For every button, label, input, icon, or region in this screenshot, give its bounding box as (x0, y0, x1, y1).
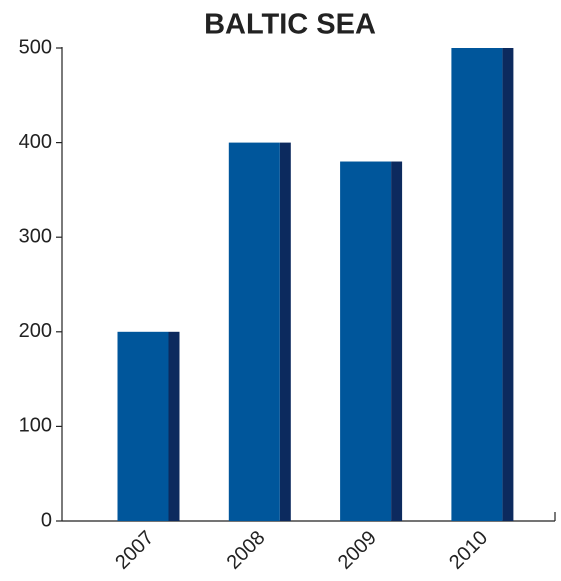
y-tick-label: 200 (19, 320, 52, 342)
bar-side (391, 161, 403, 521)
chart-title: BALTIC SEA (204, 9, 376, 41)
bar (451, 48, 503, 521)
bar (228, 142, 280, 521)
y-tick-label: 100 (19, 415, 52, 437)
bar-side (279, 142, 291, 521)
y-tick-label: 500 (19, 36, 52, 58)
x-tick-label: 2008 (223, 527, 270, 574)
y-tick-label: 400 (19, 131, 52, 153)
bar (340, 161, 392, 521)
x-tick-label: 2007 (111, 527, 158, 574)
x-tick-label: 2010 (445, 527, 492, 574)
bar (117, 331, 169, 521)
y-tick-label: 0 (41, 509, 52, 531)
x-tick-label: 2009 (334, 527, 381, 574)
y-tick-label: 300 (19, 225, 52, 247)
bar-side (502, 48, 514, 521)
bar-side (168, 331, 180, 521)
